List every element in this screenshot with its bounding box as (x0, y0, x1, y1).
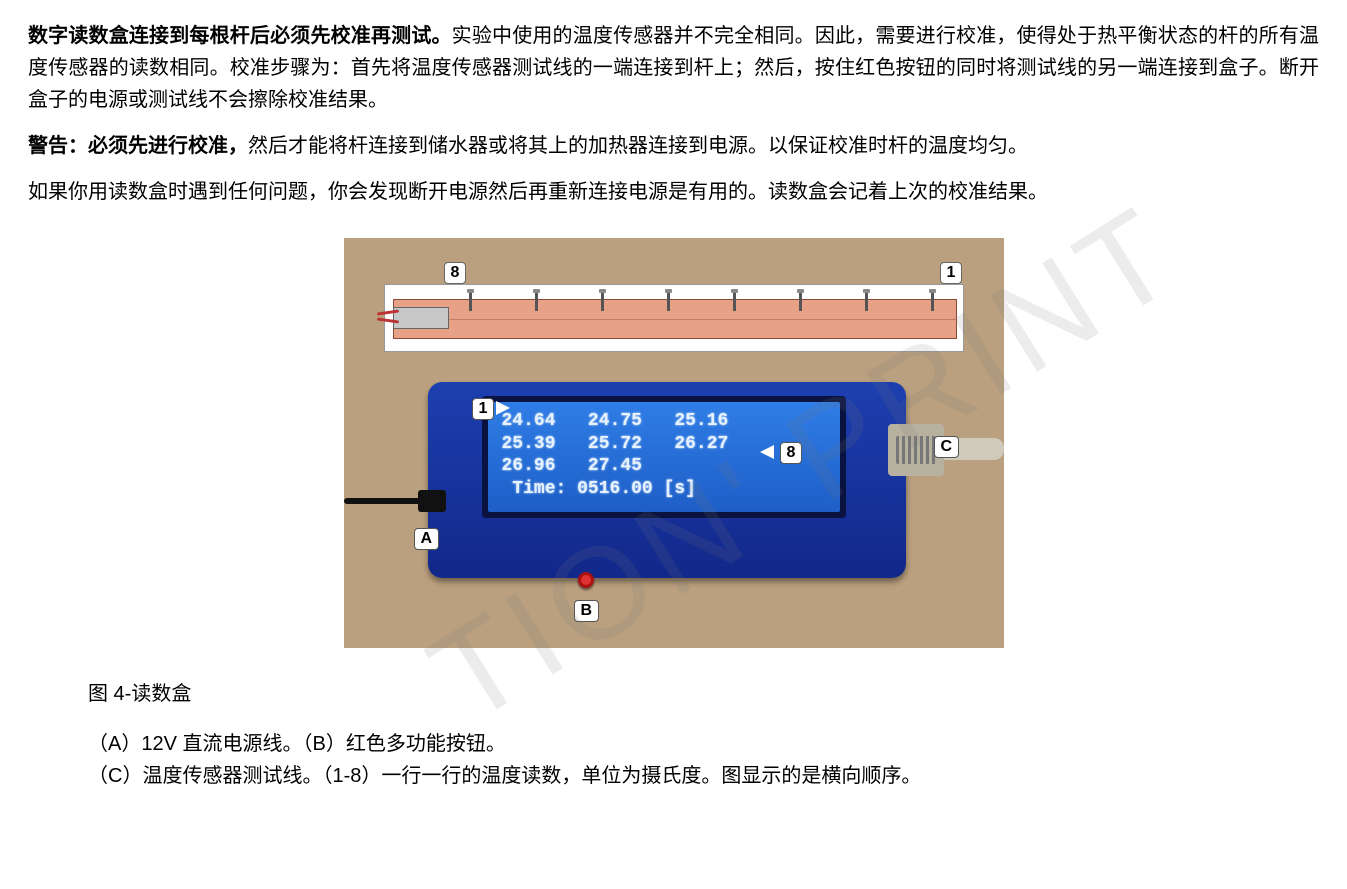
power-plug (418, 490, 446, 512)
sensor-pin (535, 291, 538, 311)
caption-line-1: （A）12V 直流电源线。（B）红色多功能按钮。 (88, 728, 1259, 760)
sensor-pin (667, 291, 670, 311)
rod-diagram (384, 284, 964, 352)
paragraph-1: 数字读数盒连接到每根杆后必须先校准再测试。实验中使用的温度传感器并不完全相同。因… (28, 20, 1319, 116)
callout-1: 1 (472, 398, 495, 420)
p2-rest: 然后才能将杆连接到储水器或将其上的加热器连接到电源。以保证校准时杆的温度均匀。 (248, 135, 1028, 157)
sensor-pin (799, 291, 802, 311)
callout-C: C (934, 436, 960, 458)
p1-bold: 数字读数盒连接到每根杆后必须先校准再测试。 (28, 25, 452, 47)
caption-line-2: （C）温度传感器测试线。（1-8）一行一行的温度读数，单位为摄氏度。图显示的是横… (88, 760, 1259, 792)
rod-body (393, 299, 957, 339)
p2-bold: 警告：必须先进行校准， (28, 135, 248, 157)
rod-label-1: 1 (940, 262, 963, 284)
callout-A: A (414, 528, 440, 550)
callout-B: B (574, 600, 600, 622)
sensor-pin (601, 291, 604, 311)
red-button (578, 572, 594, 588)
sensor-pin (469, 291, 472, 311)
rod-label-8: 8 (444, 262, 467, 284)
paragraph-3: 如果你用读数盒时遇到任何问题，你会发现断开电源然后再重新连接电源是有用的。读数盒… (28, 176, 1319, 208)
paragraph-2: 警告：必须先进行校准，然后才能将杆连接到储水器或将其上的加热器连接到电源。以保证… (28, 130, 1319, 162)
sensor-pin (931, 291, 934, 311)
rod-heater-wires (383, 305, 397, 333)
sensor-pin (733, 291, 736, 311)
figure-stage: 8 1 24.64 24.75 25.16 25.39 25.72 26.27 … (344, 238, 1004, 648)
arrow-icon (496, 401, 510, 415)
figure: 8 1 24.64 24.75 25.16 25.39 25.72 26.27 … (28, 238, 1319, 648)
caption-title: 图 4-读数盒 (88, 678, 1259, 710)
figure-caption: 图 4-读数盒 （A）12V 直流电源线。（B）红色多功能按钮。 （C）温度传感… (28, 660, 1319, 792)
sensor-pin (865, 291, 868, 311)
rod-heater (393, 307, 449, 329)
arrow-icon (760, 445, 774, 459)
callout-8: 8 (780, 442, 803, 464)
